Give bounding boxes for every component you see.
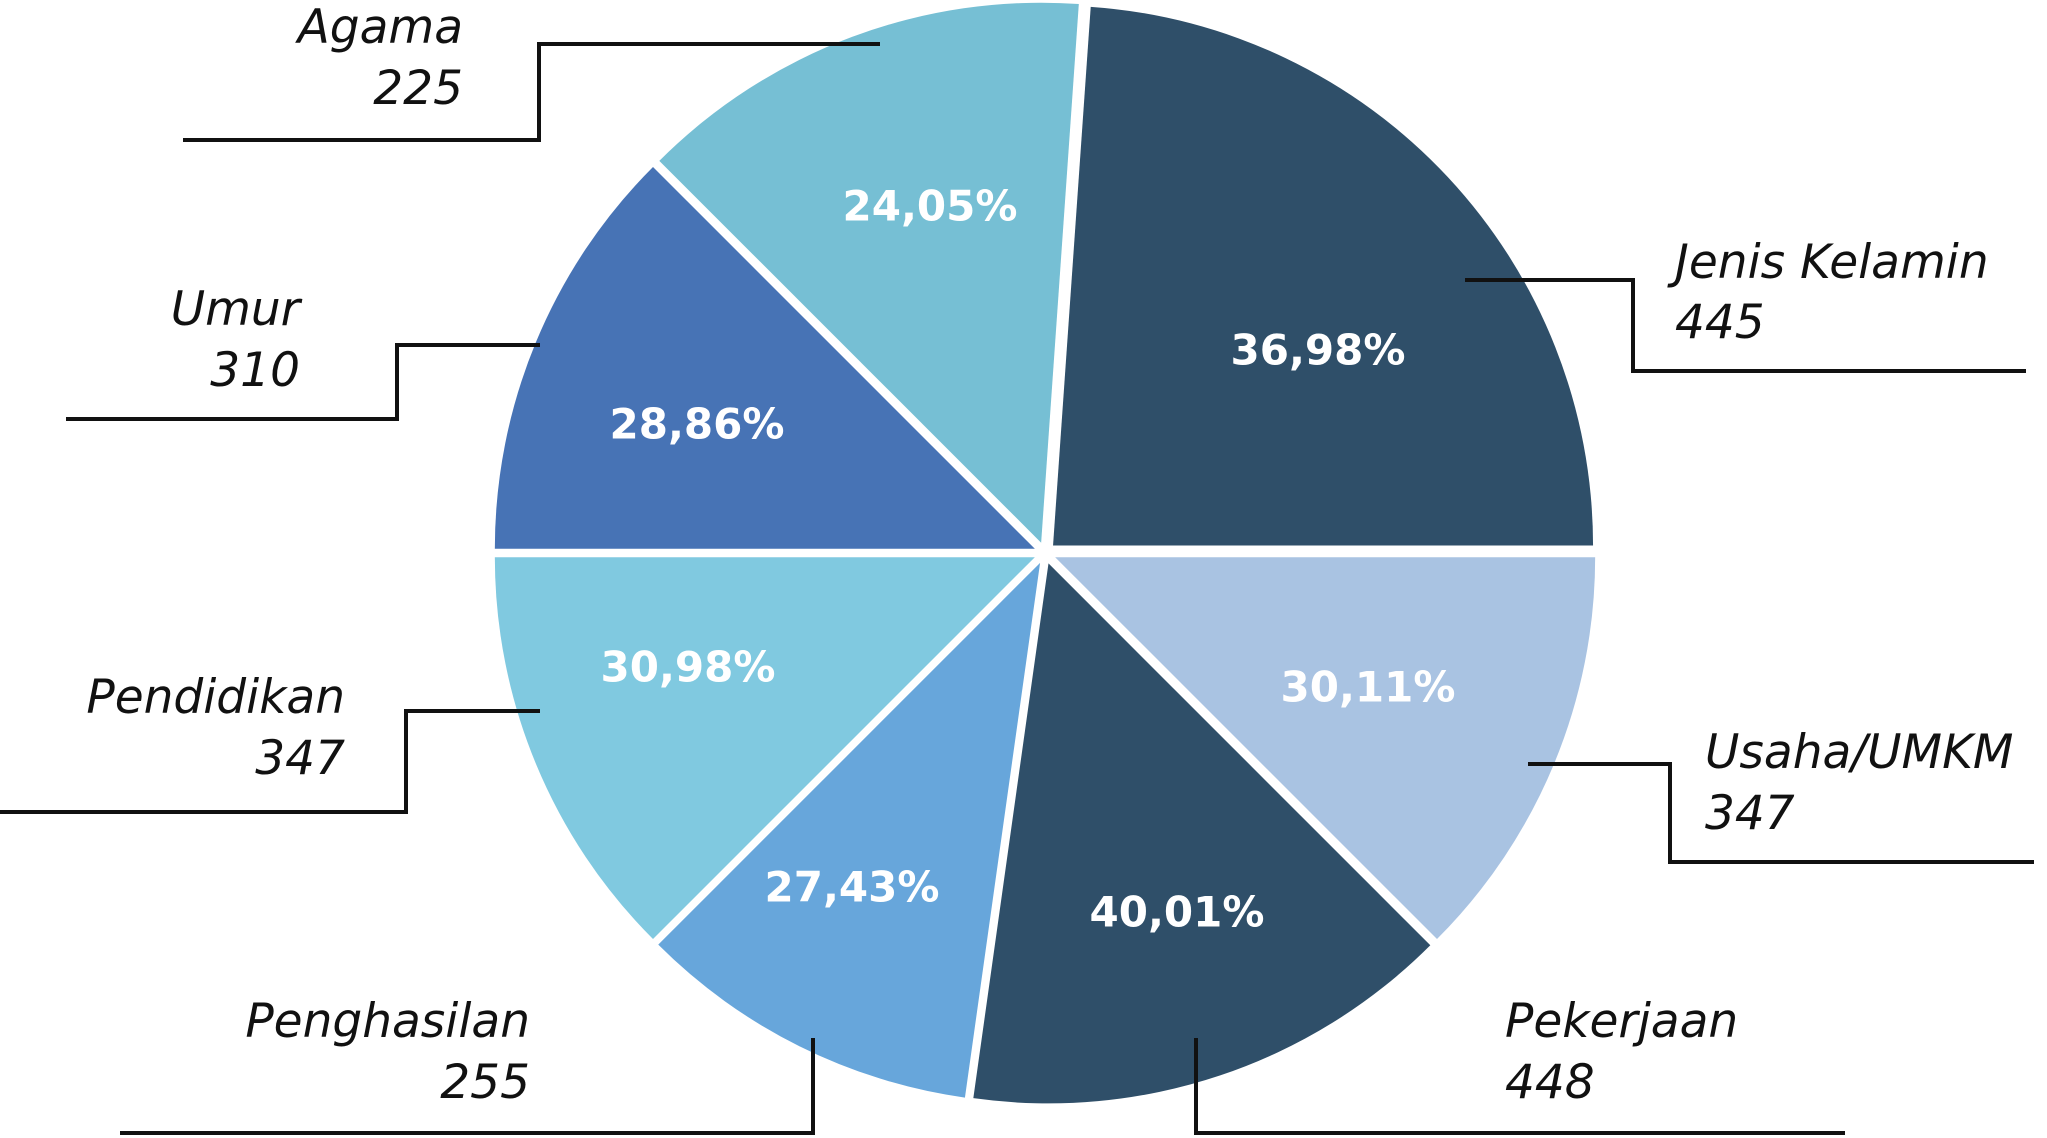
category-count-label: 310 [210, 343, 300, 398]
slice-percent-label: 30,98% [601, 643, 776, 692]
category-count-label: 225 [373, 61, 463, 116]
leader-line [66, 343, 540, 421]
slice-percent-label: 28,86% [610, 400, 785, 449]
category-label: Usaha/UMKM [1705, 725, 2013, 780]
category-count-label: 347 [1705, 786, 1795, 841]
category-label: Jenis Kelamin [1667, 235, 1989, 290]
category-label: Pekerjaan [1505, 994, 1738, 1049]
leader-line [1465, 278, 2026, 373]
slice-percent-label: 36,98% [1231, 326, 1406, 375]
slice-percent-label: 40,01% [1090, 888, 1265, 937]
category-count-label: 255 [440, 1055, 530, 1110]
leader-line [183, 42, 880, 142]
slice-percent-label: 30,11% [1281, 663, 1456, 712]
slice-percent-label: 24,05% [843, 182, 1018, 231]
pie-slice-penghasilan [658, 562, 1041, 1098]
pie-slice-jenis-kelamin [1053, 6, 1594, 546]
category-count-label: 448 [1505, 1055, 1595, 1110]
leader-line [120, 1038, 815, 1135]
category-label: Pendidikan [86, 670, 345, 725]
slice-percent-label: 27,43% [765, 863, 940, 912]
pie-slice-pendidikan [494, 557, 1035, 940]
pie-slices [494, 2, 1596, 1104]
leader-line [1528, 762, 2034, 864]
leader-line [0, 709, 540, 814]
category-label: Agama [295, 0, 463, 55]
pie-slice-umur [494, 166, 1035, 549]
category-count-label: 347 [255, 731, 345, 786]
leader-line [1194, 1038, 1845, 1135]
category-label: Penghasilan [245, 994, 530, 1049]
pie-slice-usaha-umkm [1055, 557, 1596, 940]
pie-slice-pekerjaan [973, 563, 1431, 1104]
category-count-label: 445 [1675, 295, 1765, 350]
category-label: Umur [171, 282, 303, 337]
pie-slice-agama [659, 2, 1079, 543]
leader-lines [0, 42, 2034, 1135]
